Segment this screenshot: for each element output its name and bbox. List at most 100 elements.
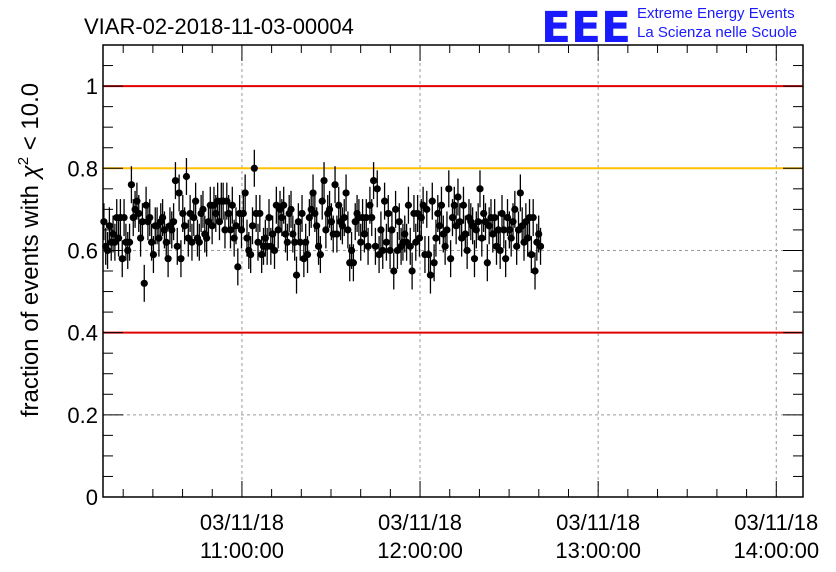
y-tick-label: 1 [86, 74, 98, 99]
y-tick-label: 0.6 [67, 238, 98, 263]
data-point [278, 213, 286, 222]
data-point [500, 226, 508, 234]
data-point [133, 197, 141, 205]
data-point [325, 205, 334, 213]
data-point [230, 234, 238, 242]
data-point [448, 213, 457, 222]
data-point [408, 267, 416, 275]
data-point [320, 177, 328, 185]
data-point [527, 250, 535, 259]
data-point [311, 209, 319, 218]
data-point [149, 250, 158, 259]
data-point [302, 238, 310, 246]
data-point [237, 226, 246, 234]
data-point [362, 213, 370, 222]
x-tick-time: 14:00:00 [733, 538, 819, 563]
data-point [155, 234, 163, 242]
data-point [357, 238, 365, 246]
y-tick-label: 0.2 [67, 403, 98, 428]
data-point [283, 238, 291, 246]
data-point [516, 189, 524, 197]
data-point [430, 259, 438, 267]
data-point [212, 209, 220, 218]
data-point [138, 218, 147, 226]
data-point [447, 255, 455, 263]
data-point [303, 250, 312, 259]
data-point [136, 234, 145, 242]
data-point [415, 234, 424, 242]
data-point [437, 201, 446, 209]
y-axis-label-chi: χ [17, 164, 44, 180]
data-point [463, 246, 471, 255]
data-point [502, 255, 510, 263]
data-point [294, 218, 302, 226]
data-point [135, 209, 143, 218]
data-point [335, 201, 343, 209]
data-point [164, 255, 172, 263]
data-point [158, 213, 167, 222]
data-point [168, 226, 176, 234]
y-axis-label-sup: 2 [15, 157, 32, 165]
data-point [127, 181, 136, 189]
data-point [347, 246, 356, 255]
data-point [386, 246, 394, 255]
data-point [333, 230, 341, 238]
data-point [360, 230, 369, 238]
logo-line2: La Scienza nelle Scuole [637, 24, 797, 41]
x-tick-time: 13:00:00 [555, 538, 641, 563]
data-point [436, 222, 444, 230]
data-point [274, 226, 282, 234]
data-point [511, 205, 519, 213]
data-point [373, 185, 381, 193]
data-point [459, 201, 468, 209]
data-point [147, 238, 156, 246]
data-point [313, 222, 321, 230]
data-point [485, 222, 493, 230]
data-point [366, 201, 374, 209]
chart-title: VIAR-02-2018-11-03-00004 [84, 14, 354, 39]
data-point [171, 177, 180, 185]
data-point [395, 218, 403, 226]
x-tick-date: 03/11/18 [556, 510, 640, 535]
data-point [318, 197, 326, 205]
data-point [391, 205, 400, 213]
data-point [474, 218, 482, 226]
data-point [190, 213, 198, 222]
data-point [175, 189, 183, 197]
data-point [234, 263, 242, 271]
data-point [192, 197, 200, 205]
data-point [454, 193, 462, 201]
plot-frame [102, 44, 804, 498]
data-point [289, 230, 297, 238]
y-tick-label: 0 [86, 485, 98, 510]
data-point [406, 242, 414, 250]
data-point [140, 279, 148, 287]
data-point [203, 234, 211, 242]
data-point [434, 209, 442, 218]
data-point [120, 213, 128, 222]
data-point [404, 201, 413, 209]
data-point [461, 230, 469, 238]
data-point [298, 209, 306, 218]
data-point [239, 209, 247, 218]
data-point [456, 218, 464, 226]
data-point [441, 242, 449, 250]
data-point [270, 246, 279, 255]
data-point [226, 226, 235, 234]
data-point [258, 250, 266, 259]
data-point [225, 209, 233, 218]
data-points [100, 149, 545, 302]
y-tick-label: 0.4 [67, 321, 98, 346]
data-point [494, 226, 502, 234]
data-point [208, 222, 216, 230]
x-tick-date: 03/11/18 [734, 510, 818, 535]
data-point [342, 189, 350, 197]
data-point [349, 259, 357, 267]
data-point [432, 234, 440, 242]
data-point [170, 218, 178, 226]
data-point [483, 259, 491, 267]
data-point [364, 242, 372, 250]
data-point [425, 250, 433, 259]
data-point [379, 246, 387, 255]
